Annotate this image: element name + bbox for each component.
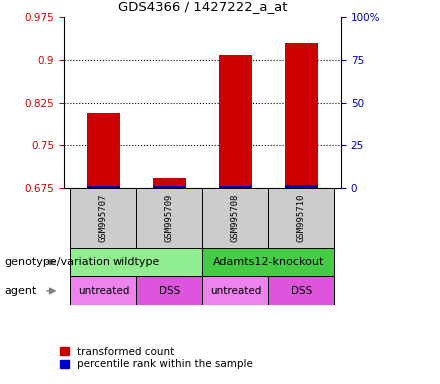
Bar	[87, 113, 120, 188]
Text: GSM995710: GSM995710	[297, 194, 306, 242]
Text: untreated: untreated	[210, 286, 261, 296]
Bar	[268, 276, 334, 305]
Text: GSM995707: GSM995707	[99, 194, 108, 242]
Bar	[285, 185, 318, 188]
Text: untreated: untreated	[78, 286, 129, 296]
Bar	[87, 186, 120, 188]
Bar	[70, 276, 136, 305]
Bar	[70, 248, 202, 276]
Bar	[153, 186, 186, 188]
Text: agent: agent	[4, 286, 37, 296]
Bar	[219, 186, 252, 188]
Bar	[136, 276, 202, 305]
Text: DSS: DSS	[291, 286, 312, 296]
Text: GSM995709: GSM995709	[165, 194, 174, 242]
Bar	[202, 248, 334, 276]
Text: genotype/variation: genotype/variation	[4, 257, 110, 267]
Bar	[268, 188, 334, 248]
Title: GDS4366 / 1427222_a_at: GDS4366 / 1427222_a_at	[117, 0, 287, 13]
Text: Adamts12-knockout: Adamts12-knockout	[213, 257, 324, 267]
Text: wildtype: wildtype	[113, 257, 160, 267]
Bar	[153, 179, 186, 188]
Bar	[219, 55, 252, 188]
Text: GSM995708: GSM995708	[231, 194, 240, 242]
Bar	[285, 43, 318, 188]
Bar	[70, 188, 136, 248]
Bar	[202, 276, 268, 305]
Legend: transformed count, percentile rank within the sample: transformed count, percentile rank withi…	[60, 347, 253, 369]
Bar	[202, 188, 268, 248]
Text: DSS: DSS	[159, 286, 180, 296]
Bar	[136, 188, 202, 248]
